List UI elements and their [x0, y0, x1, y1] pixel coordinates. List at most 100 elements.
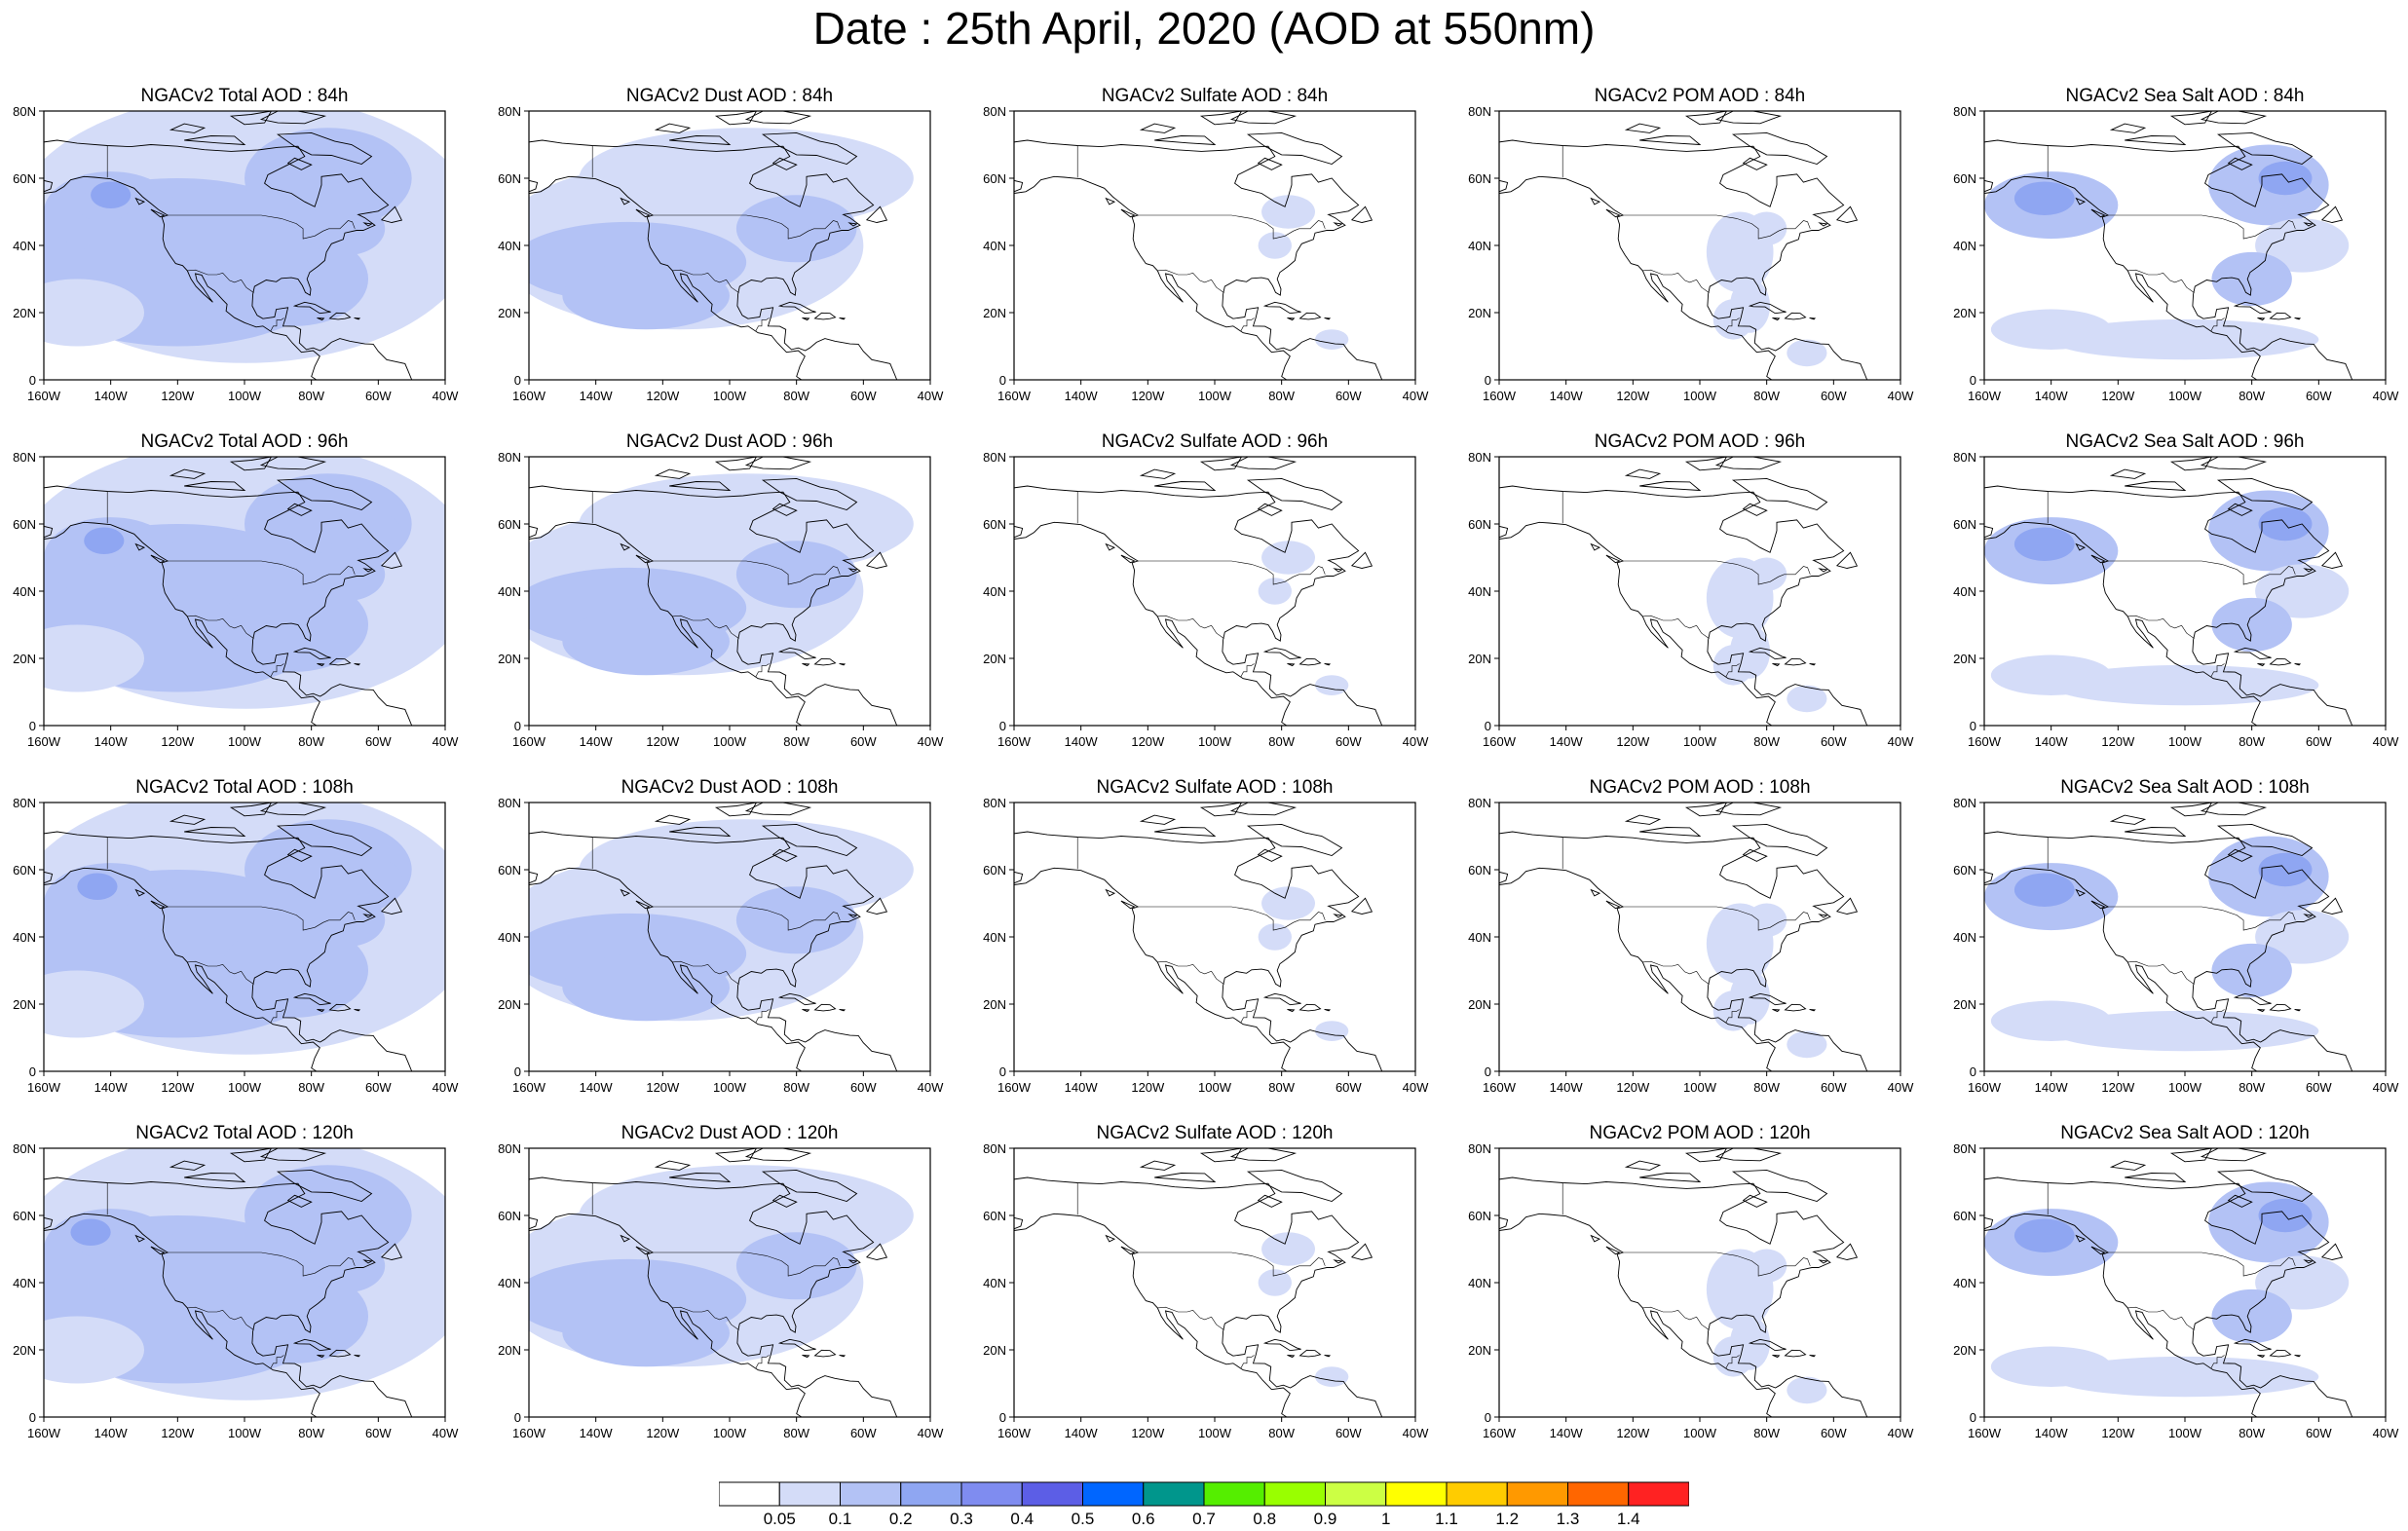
aod-shading	[1787, 685, 1827, 713]
panel-title: NGACv2 Dust AOD : 84h	[625, 86, 834, 106]
island-outline	[292, 301, 331, 315]
aod-shading	[91, 181, 132, 209]
island-outline	[286, 503, 313, 516]
island-outline	[1624, 123, 1662, 133]
colorbar-label: 0.7	[1192, 1510, 1216, 1528]
x-tick-label: 60W	[850, 1426, 877, 1440]
island-outline	[1772, 317, 1781, 321]
colorbar-label: 0.2	[889, 1510, 913, 1528]
y-tick-label: 20N	[13, 997, 36, 1012]
island-outline	[847, 1259, 858, 1264]
x-tick-label: 140W	[580, 1426, 614, 1440]
coastline	[44, 485, 413, 726]
island-outline	[1714, 803, 1783, 816]
island-outline	[2075, 197, 2087, 205]
coastline	[529, 139, 898, 380]
x-tick-label: 100W	[228, 389, 262, 403]
island-outline	[1257, 1194, 1283, 1208]
country-border	[652, 560, 841, 585]
map-panel: NGACv2 Total AOD : 96h 160W 140W 120W 100W 80…	[1, 431, 488, 782]
map-panel: NGACv2 Sea Salt AOD : 84h 160W 140W 120W 100…	[1941, 86, 2408, 436]
colorbar-label: 0.05	[764, 1510, 796, 1528]
x-tick-label: 140W	[2035, 389, 2069, 403]
island-outline	[1333, 222, 1343, 227]
aod-shading	[1747, 557, 1787, 591]
island-outline	[276, 1169, 373, 1202]
island-outline	[813, 312, 837, 320]
coastline	[1014, 175, 1291, 380]
country-border	[755, 663, 770, 678]
x-tick-label: 120W	[2101, 734, 2135, 749]
country-border	[1622, 1251, 1811, 1277]
y-tick-label: 60N	[1468, 517, 1491, 532]
map-frame	[1013, 110, 1416, 381]
y-tick-label: 40N	[1953, 584, 1976, 599]
coastline	[1984, 485, 2353, 726]
x-tick-label: 80W	[298, 734, 324, 749]
island-outline	[635, 554, 651, 564]
map-plot: 160W 140W 120W 100W 80W 60W 40W 80N 60N 40N 20N 0	[13, 104, 459, 403]
island-outline	[292, 992, 331, 1006]
panel-title: NGACv2 POM AOD : 96h	[1594, 431, 1806, 452]
aod-shading	[320, 1202, 402, 1243]
x-tick-label: 80W	[1268, 389, 1295, 403]
aod-shading	[44, 970, 144, 1038]
x-tick-label: 80W	[1753, 1080, 1780, 1095]
country-border	[755, 1355, 770, 1369]
y-tick-label: 40N	[1953, 930, 1976, 945]
y-tick-label: 40N	[1468, 239, 1491, 253]
island-outline	[1246, 131, 1343, 165]
x-tick-label: 40W	[1888, 734, 1914, 749]
map-panel: NGACv2 POM AOD : 96h 160W 140W 120W 100W 80W 6…	[1456, 431, 1943, 782]
island-outline	[2320, 1243, 2344, 1260]
island-outline	[802, 1009, 810, 1013]
x-tick-label: 80W	[298, 1426, 324, 1440]
panel-title: NGACv2 Sea Salt AOD : 84h	[2065, 86, 2305, 106]
map-plot: 160W 140W 120W 100W 80W 60W 40W 80N 60N 40N 20N 0	[498, 1141, 944, 1440]
island-outline	[1684, 803, 1728, 817]
colorbar-swatch	[1021, 1481, 1083, 1507]
x-tick-label: 160W	[1483, 734, 1517, 749]
x-tick-label: 120W	[1131, 389, 1165, 403]
island-outline	[777, 992, 816, 1006]
country-border	[2210, 1009, 2225, 1024]
island-outline	[1772, 1009, 1781, 1013]
coastlines	[1014, 1148, 1383, 1417]
y-tick-label: 0	[1485, 1410, 1491, 1425]
island-outline	[1324, 1009, 1332, 1012]
island-outline	[2227, 157, 2253, 170]
island-outline	[1120, 900, 1136, 910]
x-tick-label: 80W	[783, 1080, 809, 1095]
island-outline	[714, 803, 758, 817]
x-tick-label: 140W	[1065, 389, 1099, 403]
island-outline	[744, 457, 812, 470]
island-outline	[839, 1009, 847, 1012]
x-tick-label: 60W	[1336, 1426, 1362, 1440]
island-outline	[761, 131, 858, 165]
aod-shading	[2013, 873, 2075, 907]
map-frame	[1498, 110, 1901, 381]
map-frame	[1013, 456, 1416, 727]
island-outline	[1257, 157, 1283, 170]
panel-title: NGACv2 POM AOD : 108h	[1589, 777, 1811, 798]
y-tick-label: 80N	[13, 1141, 36, 1156]
island-outline	[744, 111, 812, 125]
island-outline	[1333, 1259, 1343, 1264]
island-outline	[1154, 135, 1217, 146]
y-tick-label: 60N	[1953, 1209, 1976, 1223]
country-border	[672, 269, 739, 293]
island-outline	[2200, 803, 2268, 816]
island-outline	[847, 914, 858, 918]
island-outline	[1731, 1169, 1828, 1202]
map-plot: 160W 140W 120W 100W 80W 60W 40W 80N 60N 40N 20N 0	[1468, 104, 1914, 403]
y-tick-label: 0	[29, 719, 36, 733]
island-outline	[620, 1234, 631, 1243]
colorbar-swatch	[1203, 1481, 1265, 1507]
map-plot: 160W 140W 120W 100W 80W 60W 40W 80N 60N 40N 20N 0	[13, 450, 459, 749]
island-outline	[328, 1349, 352, 1358]
x-tick-label: 140W	[2035, 1080, 2069, 1095]
island-outline	[317, 663, 325, 667]
x-tick-label: 140W	[2035, 1426, 2069, 1440]
aod-shading	[1990, 309, 2112, 350]
x-tick-label: 60W	[365, 1080, 392, 1095]
